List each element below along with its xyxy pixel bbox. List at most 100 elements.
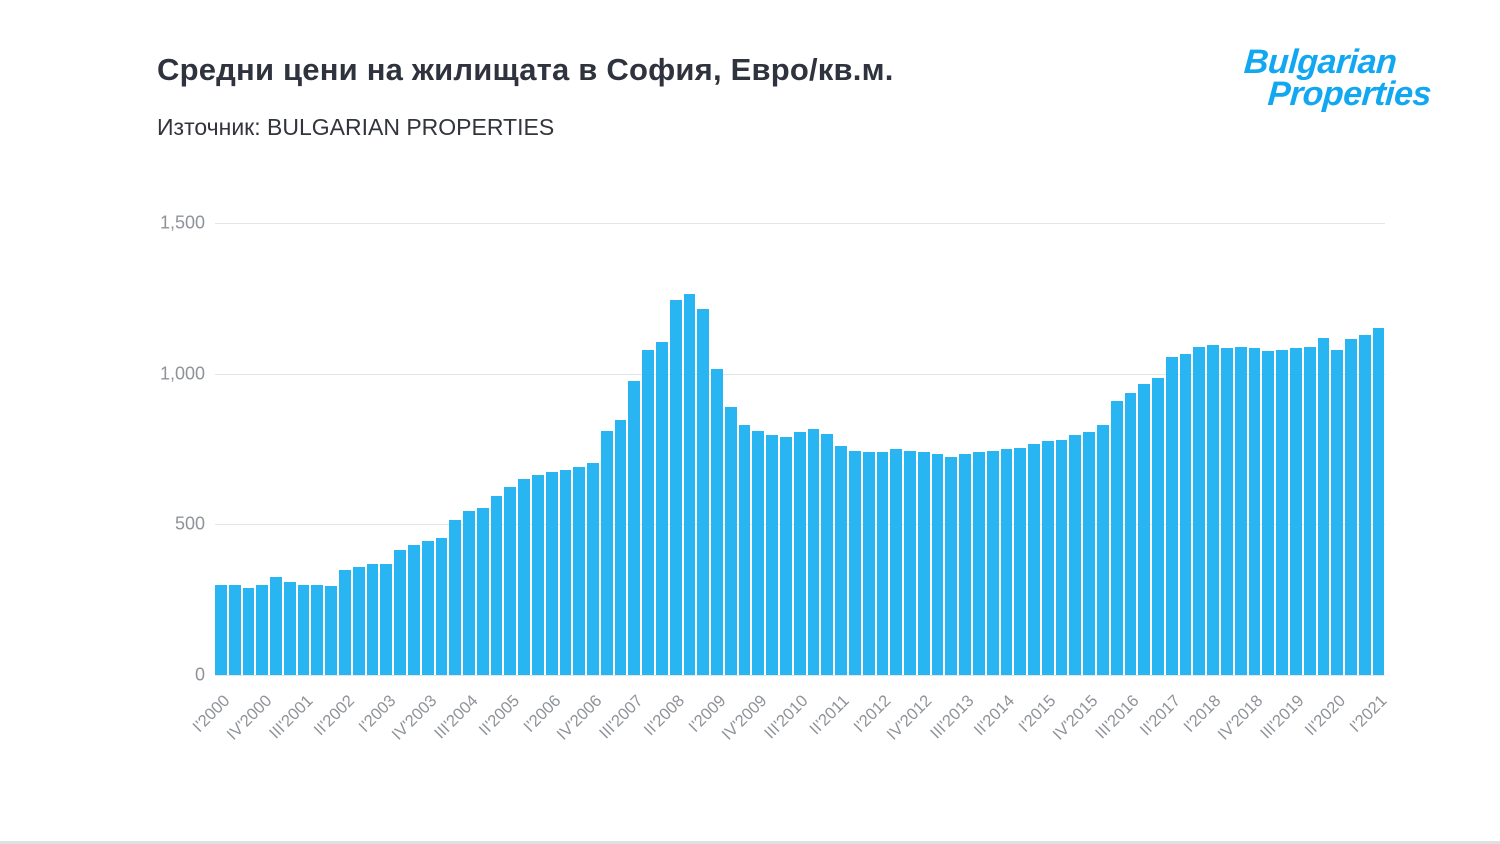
bar-IV'2019	[1303, 346, 1316, 675]
bar-II'2017	[1165, 357, 1178, 675]
bar-IV'2001	[311, 584, 324, 675]
x-tick-label: III'2019	[1256, 691, 1308, 743]
x-tick-label: IV'2009	[718, 691, 771, 744]
bar-III'2011	[848, 450, 861, 675]
bar-II'2014	[1000, 449, 1013, 675]
y-tick-label: 1,000	[159, 363, 205, 384]
bar-II'2018	[1221, 348, 1233, 675]
bar-II'2007	[614, 420, 627, 675]
bar-II'2009	[724, 406, 737, 675]
bar-I'2005	[490, 495, 503, 675]
bar-III'2007	[628, 381, 641, 675]
bar-IV'2005	[531, 474, 544, 675]
bar-III'2002	[352, 566, 365, 675]
bar-I'2009	[711, 369, 723, 675]
bar-I'2017	[1152, 378, 1164, 675]
bar-I'2021	[1372, 328, 1385, 675]
bar-III'2016	[1124, 393, 1137, 675]
header: Средни цени на жилищата в София, Евро/кв…	[157, 52, 894, 141]
bar-II'2000	[228, 584, 241, 675]
x-tick-label: IV'2000	[223, 691, 276, 744]
bar-I'2015	[1041, 441, 1054, 675]
bar-III'2017	[1179, 354, 1192, 675]
x-tick-label: III'2010	[761, 691, 813, 743]
bar-I'2012	[876, 452, 889, 675]
x-tick-label: II'2020	[1301, 691, 1349, 740]
bar-I'2018	[1207, 345, 1220, 675]
x-tick-label: III'2013	[926, 691, 978, 743]
bar-I'2020	[1317, 337, 1330, 675]
x-tick-label: IV'2003	[388, 691, 441, 744]
bar-I'2019	[1262, 351, 1275, 675]
bar-II'2015	[1055, 439, 1068, 675]
bar-IV'2011	[862, 452, 875, 675]
bar-II'2011	[835, 446, 847, 675]
bar-II'2019	[1276, 349, 1288, 675]
bar-IV'2015	[1083, 432, 1095, 675]
y-axis: 0 500 1,000 1,500	[95, 213, 205, 685]
bar-III'2009	[738, 424, 751, 675]
x-tick-label: II'2008	[640, 691, 689, 740]
bar-IV'2020	[1358, 334, 1371, 675]
bar-II'2012	[890, 449, 903, 675]
bars-container	[215, 223, 1385, 675]
bar-III'2006	[573, 467, 586, 675]
bar-IV'2013	[972, 452, 985, 675]
x-tick-label: IV'2006	[553, 691, 606, 744]
bar-III'2008	[683, 293, 696, 675]
bar-I'2007	[600, 430, 613, 675]
bar-IV'2009	[752, 430, 765, 675]
bar-II'2002	[339, 569, 351, 675]
bar-III'2020	[1345, 339, 1357, 675]
bar-III'2000	[242, 587, 255, 675]
bar-IV'2012	[917, 452, 930, 675]
bar-III'2012	[904, 450, 916, 675]
bar-II'2001	[283, 581, 296, 675]
x-tick-label: II'2011	[806, 691, 854, 739]
bar-III'2019	[1289, 348, 1302, 675]
bar-IV'2016	[1138, 384, 1151, 675]
bar-I'2002	[325, 586, 338, 675]
source-label: Източник: BULGARIAN PROPERTIES	[157, 114, 555, 140]
bar-I'2011	[821, 433, 834, 675]
bar-II'2008	[669, 299, 682, 675]
x-tick-label: II'2017	[1136, 691, 1184, 740]
bar-IV'2000	[256, 584, 269, 675]
x-tick-label: II'2002	[310, 691, 358, 740]
y-tick-label: 500	[174, 513, 205, 534]
bar-II'2013	[945, 456, 958, 675]
bar-II'2016	[1110, 400, 1123, 675]
y-tick-label: 0	[194, 664, 205, 685]
x-tick-label: III'2004	[431, 691, 482, 743]
bar-II'2004	[449, 519, 462, 675]
bar-I'2001	[270, 577, 282, 675]
bar-IV'2010	[807, 429, 820, 675]
page-title: Средни цени на жилищата в София, Евро/кв…	[157, 52, 894, 87]
bar-I'2008	[656, 342, 668, 675]
bar-I'2004	[435, 537, 448, 675]
slide-bottom-edge	[0, 841, 1500, 844]
bar-II'2010	[780, 436, 792, 675]
bar-IV'2006	[587, 462, 599, 675]
bar-I'2006	[545, 471, 558, 675]
x-axis: I'2000 IV'2000 III'2001 II'2002 I'2003 IV'200…	[190, 675, 1390, 765]
x-tick-label: IV'2018	[1214, 691, 1267, 744]
bar-III'2004	[463, 510, 475, 675]
x-tick-label: III'2016	[1091, 691, 1143, 743]
bar-I'2003	[380, 563, 393, 675]
plot-area: I'2000 IV'2000 III'2001 II'2002 I'2003 IV'200…	[190, 223, 1390, 744]
bar-III'2010	[793, 432, 806, 675]
bar-I'2010	[766, 435, 779, 675]
bar-III'2015	[1069, 435, 1082, 675]
gridline-1500	[215, 223, 1385, 224]
bar-III'2013	[959, 453, 971, 675]
bar-IV'2018	[1248, 348, 1261, 675]
bar-III'2001	[297, 584, 310, 675]
x-tick-label: II'2005	[475, 691, 523, 740]
bar-I'2013	[931, 453, 944, 675]
bar-I'2000	[215, 584, 227, 675]
bar-III'2018	[1234, 346, 1247, 675]
bar-III'2003	[407, 545, 420, 675]
bar-IV'2007	[642, 349, 654, 675]
